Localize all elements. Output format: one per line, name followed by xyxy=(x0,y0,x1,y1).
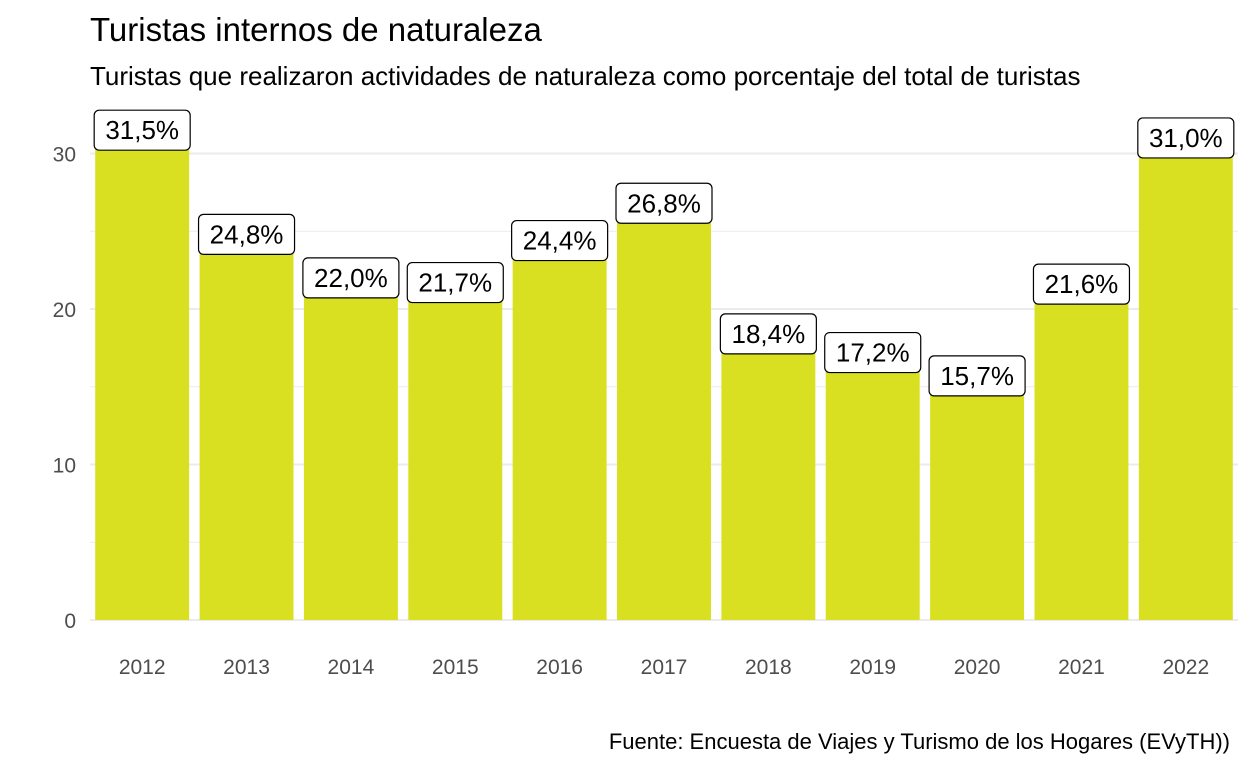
bar xyxy=(512,240,607,620)
bar xyxy=(408,282,503,620)
bar xyxy=(1138,137,1233,620)
x-tick-label: 2014 xyxy=(328,656,375,679)
data-label: 18,4% xyxy=(731,319,805,349)
y-axis-ticks: 0 10 20 30 xyxy=(53,144,76,634)
bar xyxy=(303,277,398,620)
chart-title: Turistas internos de naturaleza xyxy=(90,11,542,48)
data-label: 21,7% xyxy=(418,268,492,298)
x-tick-label: 2018 xyxy=(745,656,792,679)
data-label-box xyxy=(406,261,504,304)
bar xyxy=(721,333,816,620)
bar xyxy=(930,375,1025,620)
y-tick-label: 0 xyxy=(64,610,76,633)
bar xyxy=(825,352,920,620)
bar xyxy=(617,203,711,620)
x-tick-label: 2016 xyxy=(536,656,583,679)
data-label: 24,8% xyxy=(210,219,284,249)
bar xyxy=(199,234,294,621)
x-tick-label: 2021 xyxy=(1058,656,1105,679)
data-label-box xyxy=(1032,263,1131,305)
chart-subtitle: Turistas que realizaron actividades de n… xyxy=(90,61,1081,91)
data-label: 22,0% xyxy=(314,263,388,293)
data-label: 24,4% xyxy=(523,226,597,256)
data-label: 15,7% xyxy=(940,361,1014,391)
data-label-box xyxy=(928,355,1026,397)
y-tick-label: 20 xyxy=(53,299,76,322)
data-label-box xyxy=(719,313,817,355)
y-tick-label: 30 xyxy=(53,144,76,167)
data-label-box xyxy=(615,182,713,224)
data-label: 17,2% xyxy=(836,338,910,368)
data-label: 31,5% xyxy=(105,115,179,145)
data-label-box xyxy=(197,213,296,255)
data-labels: 31,5% 24,8% 22,0% 21,7% 24,4% 26,8% 18,4% 17,2%… xyxy=(93,109,1235,397)
bars xyxy=(95,130,1233,621)
data-label: 31,0% xyxy=(1149,123,1223,153)
bar xyxy=(95,130,190,621)
x-tick-label: 2012 xyxy=(119,656,166,679)
x-axis-ticks: 2012 2013 2014 2015 2016 2017 2018 2019 2020 2021… xyxy=(119,656,1209,679)
x-tick-label: 2017 xyxy=(641,656,688,679)
data-label-box xyxy=(302,257,400,299)
x-tick-label: 2022 xyxy=(1162,656,1209,679)
source-caption: Fuente: Encuesta de Viajes y Turismo de … xyxy=(608,729,1230,754)
x-tick-label: 2019 xyxy=(849,656,896,679)
x-tick-label: 2015 xyxy=(432,656,479,679)
data-label: 21,6% xyxy=(1045,269,1119,299)
data-label-box xyxy=(511,219,609,262)
data-label-box xyxy=(824,331,922,374)
x-tick-label: 2013 xyxy=(223,656,270,679)
y-tick-label: 10 xyxy=(53,455,76,478)
bar xyxy=(1034,284,1129,620)
x-tick-label: 2020 xyxy=(954,656,1001,679)
data-label: 26,8% xyxy=(627,188,701,218)
data-label-box xyxy=(93,109,191,151)
data-label-box xyxy=(1137,117,1235,159)
